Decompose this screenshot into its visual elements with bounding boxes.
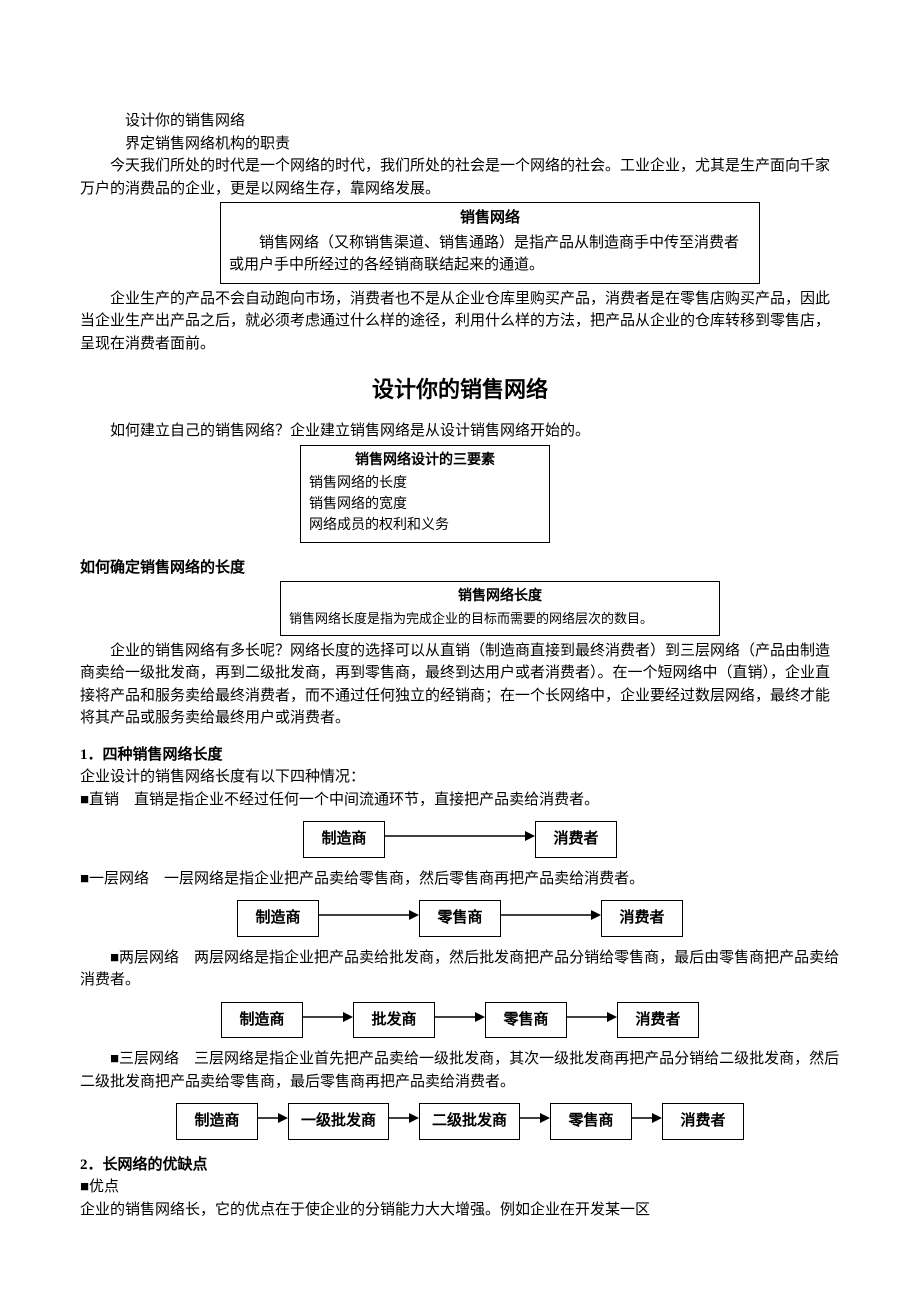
arrow-icon [632, 1110, 662, 1133]
flow-node-consumer: 消费者 [535, 821, 617, 858]
desc-one-layer: ■一层网络 一层网络是指企业把产品卖给零售商，然后零售商再把产品卖给消费者。 [80, 868, 840, 891]
arrow-icon [258, 1110, 288, 1133]
callout-title: 销售网络长度 [289, 586, 711, 607]
arrow-icon [567, 1009, 617, 1032]
subheading-long-network: 2．长网络的优缺点 [80, 1154, 840, 1177]
callout-title: 销售网络 [229, 207, 751, 230]
callout-length-def: 销售网络长度 销售网络长度是指为完成企业的目标而需要的网络层次的数目。 [280, 581, 720, 636]
section-heading-length: 如何确定销售网络的长度 [80, 557, 840, 580]
advantage-label: ■优点 [80, 1176, 840, 1199]
arrow-icon [501, 907, 601, 930]
arrow-icon [435, 1009, 485, 1032]
flow-node-maker: 制造商 [303, 821, 385, 858]
flow-node-retailer: 零售商 [485, 1002, 567, 1039]
title-line-1: 设计你的销售网络 [80, 110, 840, 133]
arrow-icon [319, 907, 419, 930]
element-item: 销售网络的长度 [309, 473, 541, 494]
desc-two-layer: ■两层网络 两层网络是指企业把产品卖给批发商，然后批发商把产品分销给零售商，最后… [80, 947, 840, 992]
arrow-icon [389, 1110, 419, 1133]
flow-node-wholesaler-2: 二级批发商 [419, 1103, 520, 1140]
callout-title: 销售网络设计的三要素 [309, 450, 541, 471]
arrow-icon [303, 1009, 353, 1032]
document-page: 设计你的销售网络 界定销售网络机构的职责 今天我们所处的时代是一个网络的时代，我… [0, 0, 920, 1281]
flow-three-layer: 制造商 一级批发商 二级批发商 零售商 消费者 [80, 1103, 840, 1140]
flow-node-wholesaler: 批发商 [353, 1002, 435, 1039]
flow-node-wholesaler-1: 一级批发商 [288, 1103, 389, 1140]
flow-node-consumer: 消费者 [662, 1103, 744, 1140]
advantage-paragraph: 企业的销售网络长，它的优点在于使企业的分销能力大大增强。例如企业在开发某一区 [80, 1199, 840, 1222]
callout-sales-network: 销售网络 销售网络（又称销售渠道、销售通路）是指产品从制造商手中传至消费者或用户… [220, 202, 760, 284]
intro-paragraph-2: 企业生产的产品不会自动跑向市场，消费者也不是从企业仓库里购买产品，消费者是在零售… [80, 288, 840, 356]
subheading-four-types: 1．四种销售网络长度 [80, 744, 840, 767]
flow-node-consumer: 消费者 [601, 900, 683, 937]
flow-node-retailer: 零售商 [419, 900, 501, 937]
flow-one-layer: 制造商 零售商 消费者 [80, 900, 840, 937]
arrow-icon [520, 1110, 550, 1133]
title-line-2: 界定销售网络机构的职责 [80, 133, 840, 156]
elements-list: 销售网络的长度 销售网络的宽度 网络成员的权利和义务 [309, 473, 541, 536]
callout-three-elements: 销售网络设计的三要素 销售网络的长度 销售网络的宽度 网络成员的权利和义务 [300, 445, 550, 543]
intro-paragraph-1: 今天我们所处的时代是一个网络的时代，我们所处的社会是一个网络的社会。工业企业，尤… [80, 155, 840, 200]
callout-body: 销售网络（又称销售渠道、销售通路）是指产品从制造商手中传至消费者或用户手中所经过… [229, 232, 751, 277]
flow-node-maker: 制造商 [221, 1002, 303, 1039]
flow-node-consumer: 消费者 [617, 1002, 699, 1039]
flow-node-maker: 制造商 [176, 1103, 258, 1140]
flow-direct: 制造商 消费者 [80, 821, 840, 858]
length-paragraph: 企业的销售网络有多长呢？网络长度的选择可以从直销（制造商直接到最终消费者）到三层… [80, 640, 840, 730]
element-item: 网络成员的权利和义务 [309, 515, 541, 536]
flow-node-retailer: 零售商 [550, 1103, 632, 1140]
callout-body: 销售网络长度是指为完成企业的目标而需要的网络层次的数目。 [289, 609, 711, 629]
flow-two-layer: 制造商 批发商 零售商 消费者 [80, 1002, 840, 1039]
arrow-icon [385, 828, 535, 851]
main-heading: 设计你的销售网络 [80, 373, 840, 406]
howto-intro: 如何建立自己的销售网络？企业建立销售网络是从设计销售网络开始的。 [80, 420, 840, 443]
four-intro: 企业设计的销售网络长度有以下四种情况： [80, 766, 840, 789]
desc-three-layer: ■三层网络 三层网络是指企业首先把产品卖给一级批发商，其次一级批发商再把产品分销… [80, 1048, 840, 1093]
desc-direct: ■直销 直销是指企业不经过任何一个中间流通环节，直接把产品卖给消费者。 [80, 789, 840, 812]
flow-node-maker: 制造商 [237, 900, 319, 937]
element-item: 销售网络的宽度 [309, 494, 541, 515]
